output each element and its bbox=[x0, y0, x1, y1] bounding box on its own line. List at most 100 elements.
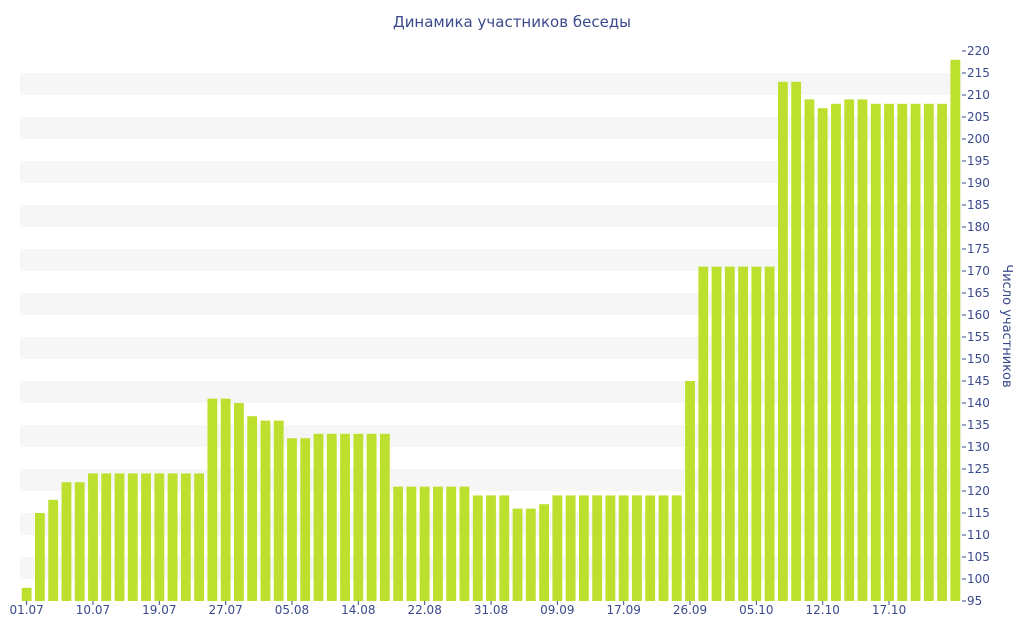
bar bbox=[472, 495, 483, 601]
y-tick-label: 115 bbox=[967, 506, 990, 520]
bar bbox=[366, 433, 377, 601]
y-tick-label: 165 bbox=[967, 286, 990, 300]
y-tick-label: 120 bbox=[967, 484, 990, 498]
x-tick-label: 19.07 bbox=[142, 603, 176, 617]
x-axis-ticks: 01.07 10.07 19.07 27.07 05.08 14.08 22.08 31.08… bbox=[9, 601, 906, 617]
x-tick-label: 22.08 bbox=[407, 603, 441, 617]
y-tick-label: 180 bbox=[967, 220, 990, 234]
y-tick-label: 190 bbox=[967, 176, 990, 190]
bar bbox=[552, 495, 563, 601]
grid-band bbox=[20, 249, 962, 271]
x-tick-label: 27.07 bbox=[208, 603, 242, 617]
bar bbox=[273, 420, 284, 601]
bar bbox=[194, 473, 205, 601]
x-tick-label: 05.08 bbox=[275, 603, 309, 617]
bar bbox=[711, 266, 722, 601]
bar bbox=[512, 508, 523, 601]
bar bbox=[658, 495, 669, 601]
bar bbox=[141, 473, 151, 601]
bar bbox=[88, 473, 98, 601]
bar bbox=[618, 495, 629, 601]
bar bbox=[685, 381, 695, 601]
x-tick-label: 09.09 bbox=[540, 603, 574, 617]
y-tick-label: 100 bbox=[967, 572, 990, 586]
x-tick-label: 17.10 bbox=[872, 603, 906, 617]
bar bbox=[525, 508, 536, 601]
bar bbox=[180, 473, 191, 601]
y-tick-label: 110 bbox=[967, 528, 990, 542]
bar bbox=[937, 103, 948, 602]
bar bbox=[406, 486, 417, 601]
bar bbox=[61, 482, 72, 601]
bar bbox=[791, 81, 802, 602]
y-tick-label: 210 bbox=[967, 88, 990, 102]
x-tick-label: 01.07 bbox=[9, 603, 43, 617]
bar bbox=[313, 433, 324, 601]
bar bbox=[578, 495, 589, 601]
bar bbox=[817, 108, 828, 601]
bar bbox=[605, 495, 616, 601]
bar bbox=[127, 473, 138, 601]
x-tick-label: 14.08 bbox=[341, 603, 375, 617]
bar bbox=[393, 486, 404, 601]
y-tick-label: 215 bbox=[967, 66, 990, 80]
y-tick-label: 155 bbox=[967, 330, 990, 344]
bar bbox=[74, 482, 85, 601]
bar bbox=[777, 81, 788, 602]
y-tick-label: 160 bbox=[967, 308, 990, 322]
y-tick-label: 105 bbox=[967, 550, 990, 564]
bar bbox=[48, 499, 59, 601]
y-tick-label: 140 bbox=[967, 396, 990, 410]
x-tick-label: 05.10 bbox=[739, 603, 773, 617]
bar bbox=[446, 486, 457, 601]
bar bbox=[870, 103, 881, 602]
y-tick-label: 170 bbox=[967, 264, 990, 278]
bar bbox=[724, 266, 735, 601]
y-tick-label: 150 bbox=[967, 352, 990, 366]
bar bbox=[247, 416, 258, 601]
bar bbox=[21, 587, 32, 601]
x-tick-label: 31.08 bbox=[474, 603, 508, 617]
bar bbox=[632, 495, 642, 601]
y-tick-label: 195 bbox=[967, 154, 990, 168]
bar bbox=[419, 486, 430, 601]
y-tick-label: 145 bbox=[967, 374, 990, 388]
bar bbox=[260, 420, 271, 601]
bar bbox=[645, 495, 656, 601]
bar bbox=[154, 473, 165, 601]
y-tick-label: 200 bbox=[967, 132, 990, 146]
bar bbox=[486, 495, 496, 601]
bar bbox=[565, 495, 576, 601]
y-tick-label: 95 bbox=[967, 594, 982, 608]
y-tick-label: 125 bbox=[967, 462, 990, 476]
x-tick-label: 17.09 bbox=[606, 603, 640, 617]
bar bbox=[950, 59, 961, 602]
bar bbox=[167, 473, 178, 601]
bar bbox=[884, 103, 894, 602]
y-axis-ticks: 95 100 105 110 115 120 125 130 135 140 145 150 155 16… bbox=[962, 44, 990, 608]
y-tick-label: 135 bbox=[967, 418, 990, 432]
y-tick-label: 130 bbox=[967, 440, 990, 454]
bar bbox=[764, 266, 775, 601]
bar bbox=[101, 473, 112, 601]
bar bbox=[300, 438, 311, 601]
bar bbox=[844, 99, 855, 602]
bar bbox=[910, 103, 921, 602]
bar bbox=[499, 495, 510, 601]
bar bbox=[751, 266, 762, 601]
bar bbox=[671, 495, 682, 601]
bar bbox=[459, 486, 470, 601]
bar bbox=[207, 398, 218, 601]
x-tick-label: 26.09 bbox=[673, 603, 707, 617]
bar bbox=[287, 438, 297, 601]
x-tick-label: 10.07 bbox=[76, 603, 110, 617]
bar bbox=[234, 403, 244, 601]
grid-band bbox=[20, 73, 962, 95]
bar bbox=[857, 99, 868, 602]
bar bbox=[804, 99, 815, 602]
bar bbox=[34, 513, 45, 601]
bar bbox=[592, 495, 603, 601]
bar bbox=[326, 433, 337, 601]
bar bbox=[738, 266, 748, 601]
